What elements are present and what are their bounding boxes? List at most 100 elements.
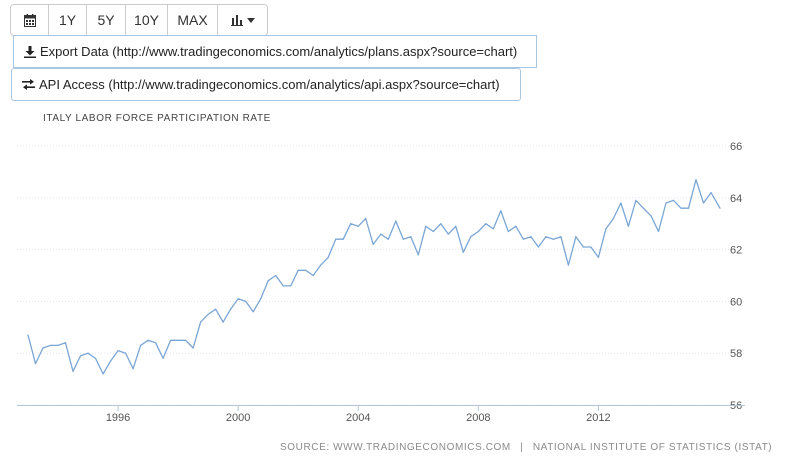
chart-type-dropdown[interactable] xyxy=(218,5,267,35)
data-point xyxy=(462,251,464,253)
calendar-icon xyxy=(23,13,36,27)
data-point xyxy=(215,308,217,310)
data-point xyxy=(470,236,472,238)
data-point xyxy=(207,313,209,315)
period-1y-button[interactable]: 1Y xyxy=(49,5,87,35)
data-point xyxy=(282,285,284,287)
data-point xyxy=(252,311,254,313)
data-point xyxy=(42,347,44,349)
data-point xyxy=(64,342,67,344)
data-point xyxy=(710,192,712,194)
data-point xyxy=(582,246,585,248)
y-tick-label: 64 xyxy=(730,193,742,205)
data-point xyxy=(605,228,607,230)
y-tick-label: 60 xyxy=(730,296,742,308)
data-point xyxy=(79,355,82,357)
data-point xyxy=(357,225,359,227)
data-point xyxy=(627,225,630,227)
exchange-icon xyxy=(22,79,35,90)
data-point xyxy=(245,300,247,302)
export-data-label: Export Data (http://www.tradingeconomics… xyxy=(40,44,518,59)
data-point xyxy=(27,334,29,336)
data-point xyxy=(552,238,555,240)
data-point xyxy=(305,269,307,271)
data-point xyxy=(642,207,645,209)
data-point xyxy=(537,246,540,248)
data-point xyxy=(387,238,389,240)
data-point xyxy=(575,236,577,238)
data-point xyxy=(125,352,127,354)
data-point xyxy=(132,368,134,370)
data-point xyxy=(612,217,615,220)
data-point xyxy=(290,285,292,287)
calendar-button[interactable] xyxy=(11,5,49,35)
download-icon xyxy=(24,45,36,58)
y-tick-label: 58 xyxy=(730,348,742,360)
data-point xyxy=(170,339,172,341)
data-point xyxy=(335,238,337,240)
data-point xyxy=(702,202,705,204)
x-tick-label: 1996 xyxy=(106,412,130,424)
data-point xyxy=(687,207,690,209)
data-point xyxy=(680,207,682,209)
data-point xyxy=(620,202,622,204)
data-point xyxy=(185,339,187,341)
data-point xyxy=(342,238,344,240)
data-point xyxy=(425,225,427,227)
source-agency-link[interactable]: NATIONAL INSTITUTE OF STATISTICS (ISTAT) xyxy=(532,442,773,453)
data-point xyxy=(320,264,322,266)
data-point xyxy=(597,256,600,258)
data-point xyxy=(192,347,194,349)
period-toolbar: 1Y 5Y 10Y MAX xyxy=(10,4,268,36)
data-point xyxy=(402,238,404,240)
data-point xyxy=(49,344,52,346)
data-point xyxy=(372,243,374,245)
data-point xyxy=(260,298,262,300)
api-access-label: API Access (http://www.tradingeconomics.… xyxy=(39,77,500,92)
data-point xyxy=(72,370,74,372)
data-point xyxy=(350,223,352,225)
data-point xyxy=(147,339,149,341)
data-point xyxy=(635,199,637,201)
data-point xyxy=(177,339,179,341)
period-5y-button[interactable]: 5Y xyxy=(87,5,126,35)
x-tick-label: 2000 xyxy=(226,412,250,424)
data-point xyxy=(560,236,562,238)
y-tick-label: 62 xyxy=(730,245,742,257)
period-max-button[interactable]: MAX xyxy=(168,5,218,35)
export-data-button[interactable]: Export Data (http://www.tradingeconomics… xyxy=(13,35,537,68)
data-point xyxy=(162,357,164,359)
source-site-link[interactable]: SOURCE: WWW.TRADINGECONOMICS.COM xyxy=(280,442,511,453)
x-tick-label: 2004 xyxy=(346,412,370,424)
data-point xyxy=(665,202,667,204)
api-access-button[interactable]: API Access (http://www.tradingeconomics.… xyxy=(11,68,521,101)
data-point xyxy=(200,321,202,323)
data-point xyxy=(417,254,419,256)
data-point xyxy=(380,233,382,235)
data-point xyxy=(455,225,457,227)
data-point xyxy=(94,357,97,359)
data-point xyxy=(140,344,142,346)
data-point xyxy=(515,225,517,227)
x-tick-label: 2012 xyxy=(586,412,610,424)
data-point xyxy=(365,217,367,220)
bar-chart-icon xyxy=(230,14,243,26)
data-point xyxy=(87,352,89,354)
data-point xyxy=(657,230,660,233)
caret-down-icon xyxy=(246,17,255,23)
data-point xyxy=(500,210,502,212)
data-point xyxy=(297,269,299,271)
data-point xyxy=(477,230,479,233)
data-point xyxy=(507,230,509,233)
data-point xyxy=(440,223,442,225)
data-point xyxy=(522,238,525,240)
data-point xyxy=(57,344,59,346)
data-point xyxy=(395,220,397,222)
data-point xyxy=(672,199,675,201)
data-point xyxy=(545,236,547,238)
data-point xyxy=(267,280,269,282)
data-point xyxy=(492,228,494,230)
data-point xyxy=(155,342,157,344)
period-10y-button[interactable]: 10Y xyxy=(126,5,168,35)
